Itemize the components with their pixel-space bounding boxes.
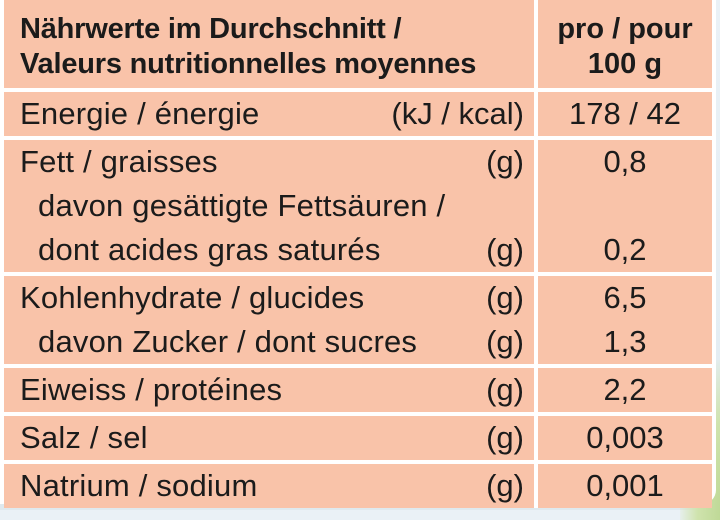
nutrient-value: 2,2 (603, 372, 647, 407)
nutrient-value: 178 / 42 (568, 96, 682, 131)
nutrient-value: 1,3 (603, 324, 647, 359)
nutrient-name: Kohlenhydrate / glucides (20, 280, 365, 315)
header-per-amount: 100 g (587, 48, 663, 80)
nutrient-unit: (g) (486, 324, 524, 359)
table-row-carbohydrates: Kohlenhydrate / glucides (g) davon Zucke… (4, 274, 712, 368)
nutrient-name: Eiweiss / protéines (20, 372, 283, 407)
nutrient-unit: (g) (486, 420, 524, 455)
nutrient-name: Energie / énergie (20, 96, 260, 131)
nutrient-value: 0,8 (603, 144, 647, 179)
table-row-protein: Eiweiss / protéines (g) 2,2 (4, 366, 712, 416)
nutrient-name: Natrium / sodium (20, 468, 258, 503)
nutrient-name: Fett / graisses (20, 144, 218, 179)
nutrient-value (538, 184, 712, 228)
nutrition-table: Nährwerte im Durchschnitt / Valeurs nutr… (4, 0, 712, 508)
nutrient-value: 0,2 (603, 232, 647, 267)
table-row-fat: Fett / graisses (g) davon gesättigte Fet… (4, 138, 712, 276)
nutrient-value: 0,001 (586, 468, 664, 503)
nutrient-unit: (kJ / kcal) (391, 96, 524, 131)
nutrient-unit: (g) (486, 372, 524, 407)
nutrient-value: 6,5 (603, 280, 647, 315)
nutrient-unit: (g) (486, 468, 524, 503)
nutrient-name: Salz / sel (20, 420, 148, 455)
table-row-energy: Energie / énergie (kJ / kcal) 178 / 42 (4, 90, 712, 140)
header-per-cell: pro / pour 100 g (536, 0, 712, 92)
nutrient-unit: (g) (486, 232, 524, 267)
header-per-label: pro / pour (557, 13, 693, 45)
nutrient-unit: (g) (486, 144, 524, 179)
header-title-cell: Nährwerte im Durchschnitt / Valeurs nutr… (4, 0, 538, 92)
nutrient-name: davon gesättigte Fettsäuren / (38, 188, 446, 223)
nutrition-label-panel: Nährwerte im Durchschnitt / Valeurs nutr… (4, 0, 712, 508)
header-title-german: Nährwerte im Durchschnitt / (20, 13, 402, 45)
header-title-french: Valeurs nutritionnelles moyennes (20, 48, 477, 80)
table-row-sodium: Natrium / sodium (g) 0,001 (4, 462, 712, 508)
nutrient-value: 0,003 (586, 420, 664, 455)
nutrient-unit: (g) (486, 280, 524, 315)
nutrient-name: davon Zucker / dont sucres (38, 324, 418, 359)
table-header-row: Nährwerte im Durchschnitt / Valeurs nutr… (4, 0, 712, 92)
nutrient-name: dont acides gras saturés (38, 232, 381, 267)
table-row-salt: Salz / sel (g) 0,003 (4, 414, 712, 464)
